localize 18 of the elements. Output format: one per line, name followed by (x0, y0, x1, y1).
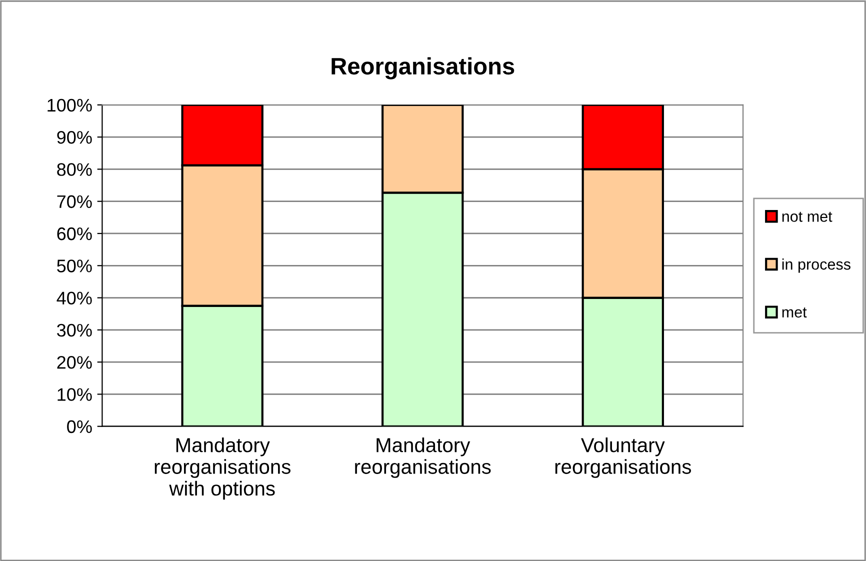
legend-label: in process (782, 258, 850, 273)
chart-title: Reorganisations (332, 57, 514, 80)
x-tick-label: Voluntary reorganisations (555, 437, 691, 478)
legend-label: met (782, 308, 807, 318)
legend-label: not met (782, 212, 832, 222)
y-tick-label: 0% (67, 420, 92, 434)
y-tick-label: 100% (48, 98, 92, 112)
y-tick-label: 70% (57, 195, 92, 208)
y-tick-label: 80% (57, 163, 92, 176)
y-tick-label: 30% (57, 324, 92, 337)
y-tick-label: 40% (56, 292, 92, 304)
x-tick-label: Mandatory reorganisations with options (154, 437, 290, 500)
y-tick-label: 60% (57, 227, 92, 240)
y-tick-label: 10% (58, 388, 92, 401)
x-tick-label: Mandatory reorganisations (355, 437, 491, 478)
y-tick-label: 50% (57, 260, 92, 272)
y-tick-label: 20% (57, 356, 92, 369)
y-tick-label: 90% (57, 130, 92, 144)
